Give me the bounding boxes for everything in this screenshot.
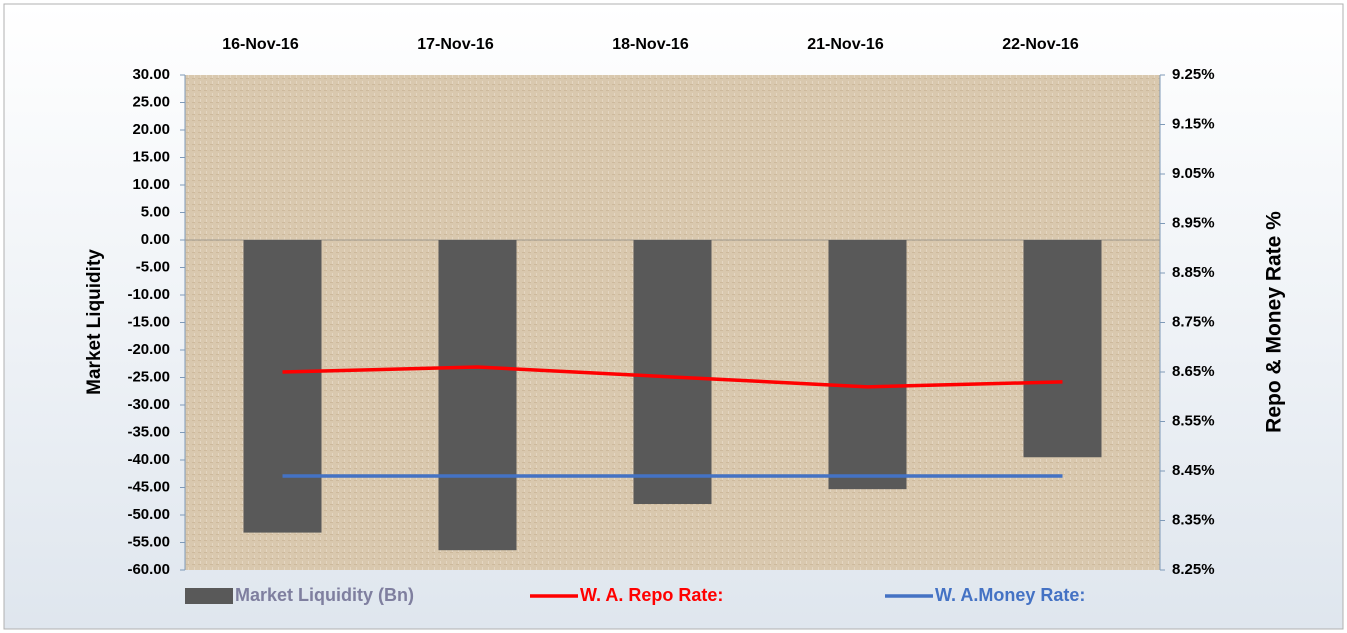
y-tick-label: 20.00	[132, 121, 170, 138]
bar	[438, 240, 517, 551]
legend-label: W. A. Repo Rate:	[580, 585, 723, 605]
x-tick-label: 17-Nov-16	[417, 36, 494, 53]
y2-tick-label: 8.25%	[1172, 561, 1215, 578]
y2-tick-label: 8.45%	[1172, 462, 1215, 479]
bar	[1023, 240, 1102, 458]
y-axis-title: Market Liquidity	[84, 249, 105, 395]
y-tick-label: -40.00	[127, 451, 170, 468]
y-tick-label: 0.00	[141, 231, 170, 248]
y2-tick-label: 9.05%	[1172, 165, 1215, 182]
y2-tick-label: 8.35%	[1172, 511, 1215, 528]
y-tick-label: 15.00	[132, 148, 170, 165]
legend-label: W. A.Money Rate:	[935, 585, 1085, 605]
y2-tick-label: 8.85%	[1172, 264, 1215, 281]
legend-swatch	[185, 588, 233, 604]
line	[282, 365, 1063, 389]
y-tick-label: -10.00	[127, 286, 170, 303]
x-tick-label: 21-Nov-16	[807, 36, 884, 53]
y-tick-label: -60.00	[127, 561, 170, 578]
bar	[828, 240, 907, 490]
y-tick-label: -30.00	[127, 396, 170, 413]
y2-axis-title: Repo & Money Rate %	[1263, 211, 1286, 433]
y-tick-label: 30.00	[132, 66, 170, 83]
y-tick-label: -45.00	[127, 478, 170, 495]
bar	[243, 240, 322, 533]
y-tick-label: -35.00	[127, 423, 170, 440]
y-tick-label: 5.00	[141, 203, 170, 220]
y-tick-label: -55.00	[127, 533, 170, 550]
y-tick-label: -20.00	[127, 341, 170, 358]
y-tick-label: 10.00	[132, 176, 170, 193]
y2-tick-label: 9.25%	[1172, 66, 1215, 83]
y2-tick-label: 8.65%	[1172, 363, 1215, 380]
x-tick-label: 16-Nov-16	[222, 36, 299, 53]
bar	[633, 240, 712, 504]
y2-tick-label: 8.95%	[1172, 214, 1215, 231]
y2-tick-label: 8.75%	[1172, 313, 1215, 330]
y2-tick-label: 8.55%	[1172, 412, 1215, 429]
x-tick-label: 22-Nov-16	[1002, 36, 1079, 53]
legend-label: Market Liquidity (Bn)	[235, 585, 414, 605]
x-tick-label: 18-Nov-16	[612, 36, 689, 53]
y-tick-label: -50.00	[127, 506, 170, 523]
y-tick-label: -5.00	[136, 258, 170, 275]
y-tick-label: -15.00	[127, 313, 170, 330]
y-tick-label: 25.00	[132, 93, 170, 110]
y-tick-label: -25.00	[127, 368, 170, 385]
y2-tick-label: 9.15%	[1172, 115, 1215, 132]
